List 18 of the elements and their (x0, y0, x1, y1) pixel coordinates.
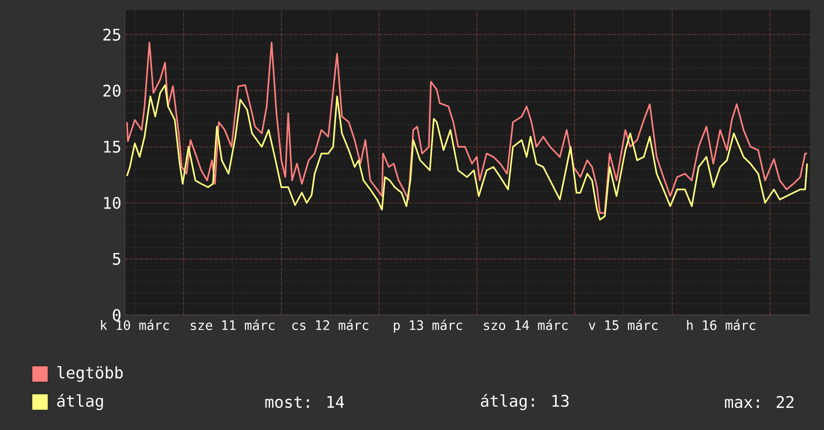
text: max: 22 (725, 396, 794, 408)
x-tick-label: k 10 márc (101, 320, 169, 330)
legend-label: átlag (57, 394, 103, 410)
y-tick-label: 25 (103, 28, 120, 41)
x-tick-label: h 16 márc (687, 320, 756, 330)
y-tick-label: 0 (112, 308, 120, 322)
y-tick-label: 20 (103, 84, 120, 97)
y-tick-label: 15 (104, 140, 120, 153)
text: most: 14 (265, 396, 344, 408)
x-tick-label: szo 14 márc (484, 320, 568, 330)
x-tick-label: v 15 márc (588, 320, 658, 330)
x-tick-label: cs 12 márc (292, 320, 368, 330)
text: átlag: 13 (480, 394, 569, 410)
legend-label: legtöbb (57, 366, 123, 382)
x-tick-label: sze 11 márc (190, 320, 274, 330)
x-tick-label: p 13 márc (394, 320, 462, 333)
y-tick-label: 10 (104, 196, 120, 209)
y-tick-label: 5 (112, 252, 120, 265)
